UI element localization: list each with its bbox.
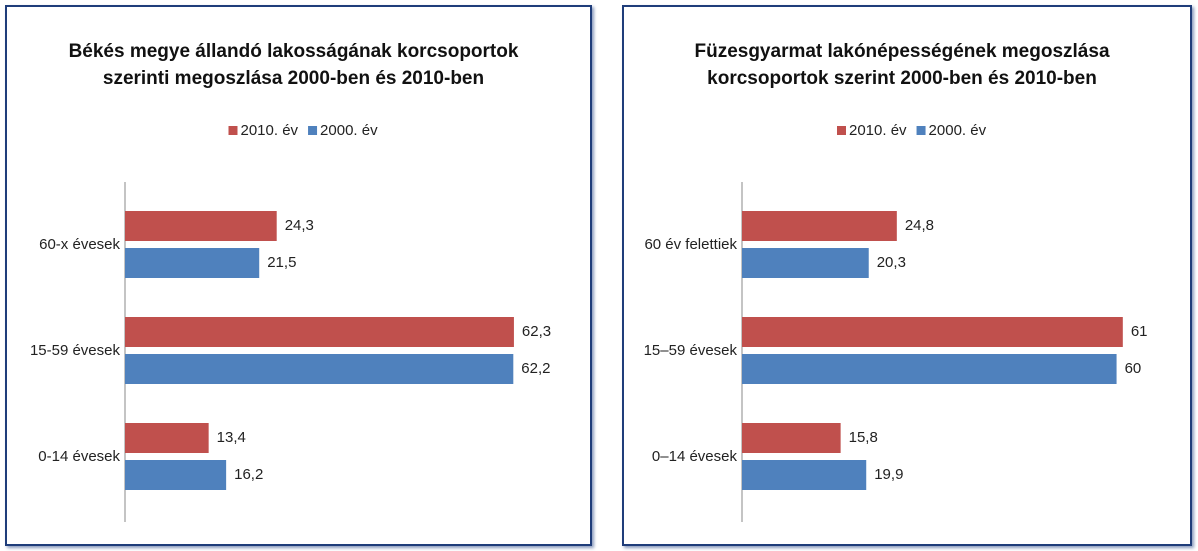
legend-swatch — [916, 126, 926, 135]
bar — [125, 317, 514, 347]
chart-title: korcsoportok szerint 2000-ben és 2010-be… — [707, 68, 1097, 89]
data-label: 24,8 — [905, 217, 934, 234]
chart: Füzesgyarmat lakónépességének megoszlása… — [644, 41, 1148, 522]
bar — [742, 460, 867, 490]
data-label: 61 — [1131, 323, 1148, 340]
data-label: 16,2 — [234, 466, 263, 483]
legend-label: 2000. év — [929, 122, 987, 139]
bar — [125, 423, 209, 453]
data-label: 20,3 — [877, 254, 906, 271]
y-tick-label: 15–59 évesek — [644, 342, 738, 359]
data-label: 24,3 — [285, 217, 314, 234]
chart-title: szerinti megoszlása 2000-ben és 2010-ben — [103, 68, 484, 89]
chart-panel: Füzesgyarmat lakónépességének megoszlása… — [622, 5, 1192, 546]
legend-swatch — [308, 126, 318, 135]
bar — [742, 354, 1117, 384]
legend-label: 2010. év — [241, 122, 299, 139]
data-label: 21,5 — [267, 254, 296, 271]
data-label: 62,3 — [522, 323, 551, 340]
data-label: 15,8 — [849, 429, 878, 446]
bar — [125, 460, 227, 490]
bar — [125, 211, 277, 241]
data-label: 60 — [1125, 360, 1142, 377]
legend-swatch — [228, 126, 238, 135]
bar — [125, 248, 260, 278]
y-tick-label: 60-x évesek — [39, 236, 120, 253]
y-tick-label: 60 év felettiek — [644, 236, 737, 253]
y-tick-label: 0–14 évesek — [652, 448, 738, 465]
legend-label: 2000. év — [320, 122, 378, 139]
data-label: 62,2 — [521, 360, 550, 377]
chart-title: Békés megye állandó lakosságának korcsop… — [69, 41, 519, 62]
y-tick-label: 15-59 évesek — [30, 342, 121, 359]
legend-label: 2010. év — [849, 122, 907, 139]
chart: Békés megye állandó lakosságának korcsop… — [30, 41, 551, 522]
bar — [742, 211, 897, 241]
data-label: 19,9 — [874, 466, 903, 483]
bar — [125, 354, 514, 384]
y-tick-label: 0-14 évesek — [38, 448, 120, 465]
bar — [742, 317, 1123, 347]
bar — [742, 423, 841, 453]
bar — [742, 248, 869, 278]
chart-title: Füzesgyarmat lakónépességének megoszlása — [694, 41, 1109, 62]
legend-swatch — [837, 126, 846, 135]
chart-panel: Békés megye állandó lakosságának korcsop… — [5, 5, 592, 546]
data-label: 13,4 — [217, 429, 246, 446]
